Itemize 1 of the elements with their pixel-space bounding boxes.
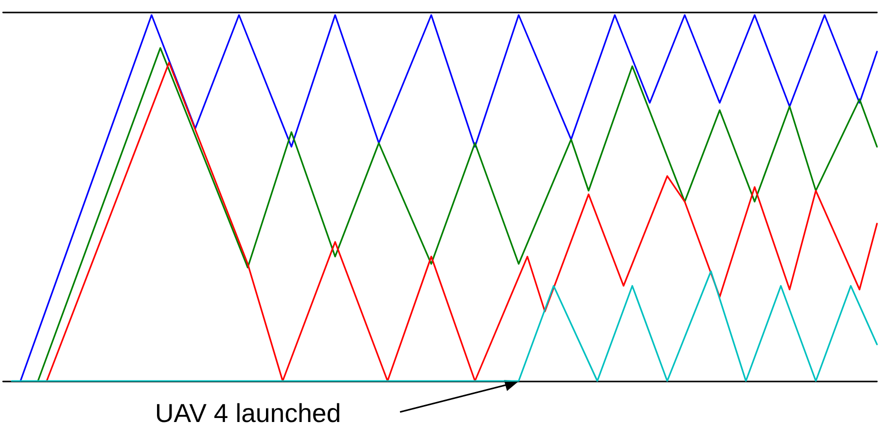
text: UAV 4 launched — [155, 398, 341, 428]
